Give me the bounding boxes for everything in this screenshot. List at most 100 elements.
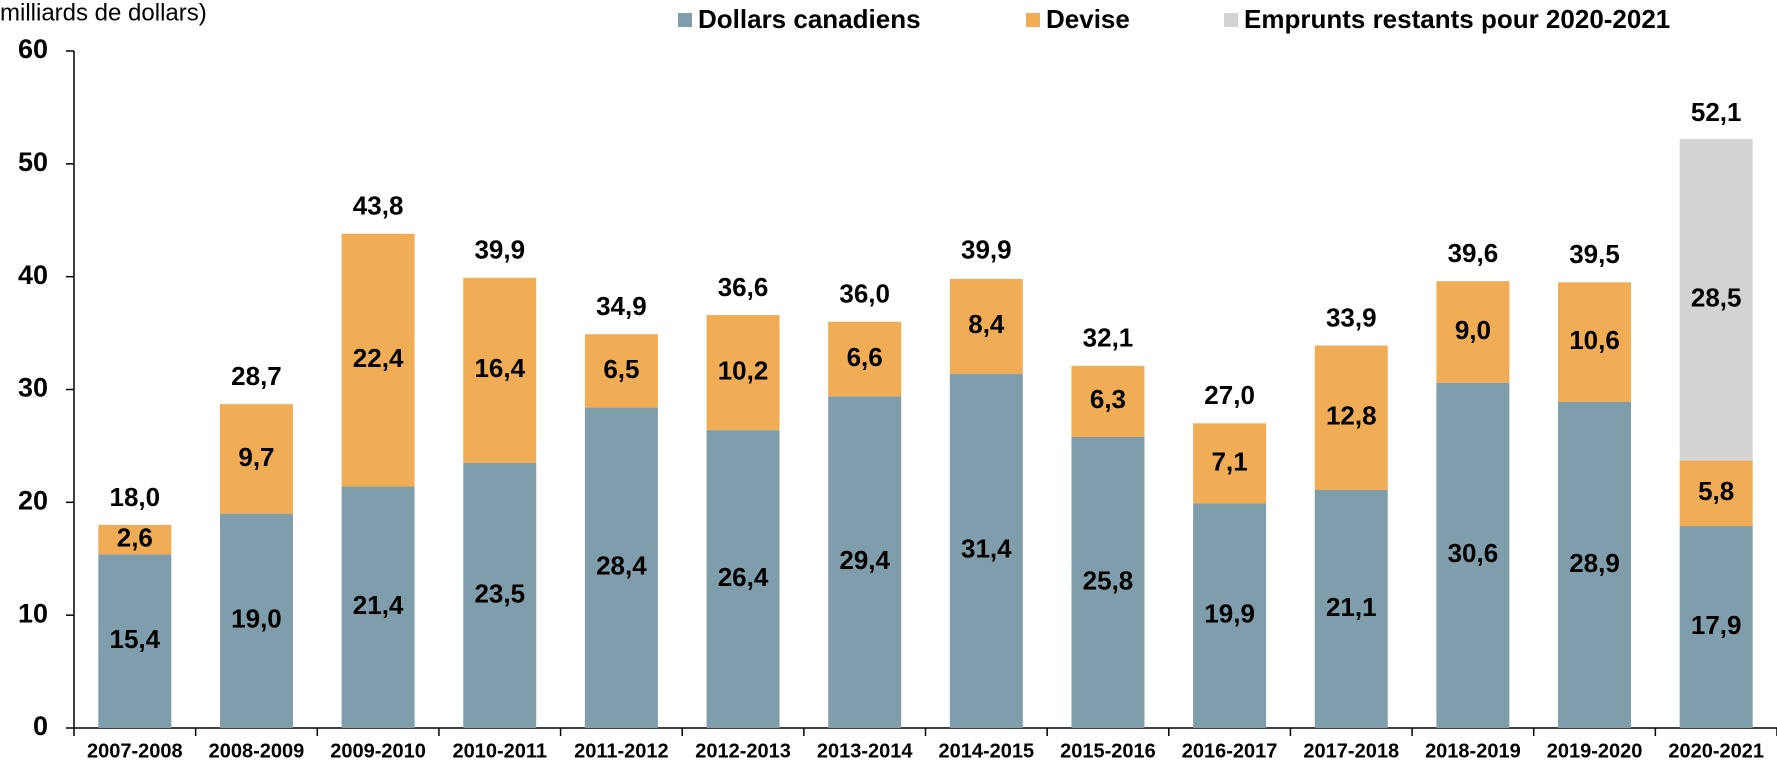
bar-segment bbox=[1679, 460, 1753, 527]
segment-label: 10,2 bbox=[718, 355, 769, 385]
total-label: 43,8 bbox=[353, 191, 404, 221]
segment-label: 30,6 bbox=[1448, 538, 1499, 568]
total-label: 27,0 bbox=[1204, 380, 1255, 410]
segment-label: 9,7 bbox=[238, 442, 274, 472]
segment-label: 22,4 bbox=[353, 343, 404, 373]
segment-label: 15,4 bbox=[110, 624, 161, 654]
legend-label: Dollars canadiens bbox=[698, 4, 921, 34]
bar-segment bbox=[828, 321, 902, 397]
x-tick-label: 2009-2010 bbox=[330, 740, 426, 762]
total-label: 39,9 bbox=[474, 235, 525, 265]
legend-swatch bbox=[1026, 13, 1040, 27]
bar-segment bbox=[341, 233, 415, 487]
bar-segment bbox=[949, 278, 1023, 374]
bar-segment bbox=[1436, 382, 1510, 728]
segment-label: 6,3 bbox=[1090, 384, 1126, 414]
bar-segment bbox=[584, 334, 658, 408]
segment-label: 21,4 bbox=[353, 590, 404, 620]
bar-segment bbox=[1436, 281, 1510, 383]
total-label: 39,5 bbox=[1569, 239, 1620, 269]
bar-segment bbox=[949, 373, 1023, 728]
bar-segment bbox=[1558, 401, 1632, 728]
total-label: 39,6 bbox=[1448, 238, 1499, 268]
segment-label: 17,9 bbox=[1691, 610, 1742, 640]
total-label: 34,9 bbox=[596, 291, 647, 321]
bar-segment bbox=[1193, 503, 1267, 728]
segment-label: 2,6 bbox=[117, 522, 153, 552]
total-label: 18,0 bbox=[110, 482, 161, 512]
segment-label: 31,4 bbox=[961, 534, 1012, 564]
legend-swatch bbox=[1224, 13, 1238, 27]
x-tick-label: 2008-2009 bbox=[209, 740, 305, 762]
legend-label: Devise bbox=[1046, 4, 1130, 34]
bar-segment bbox=[1558, 282, 1632, 402]
total-label: 32,1 bbox=[1083, 323, 1134, 353]
segment-label: 28,5 bbox=[1691, 283, 1742, 313]
x-tick-label: 2010-2011 bbox=[452, 740, 547, 762]
segment-label: 28,4 bbox=[596, 551, 647, 581]
x-tick-label: 2015-2016 bbox=[1060, 740, 1156, 762]
bar-segment bbox=[341, 486, 415, 728]
y-tick-label: 60 bbox=[18, 34, 48, 64]
bar-segment bbox=[1193, 423, 1267, 504]
bar-segment bbox=[706, 430, 780, 728]
y-axis-title: milliards de dollars) bbox=[0, 0, 207, 26]
segment-label: 16,4 bbox=[474, 353, 525, 383]
x-tick-label: 2020-2021 bbox=[1668, 740, 1764, 762]
segment-label: 6,5 bbox=[603, 354, 639, 384]
total-label: 36,6 bbox=[718, 272, 769, 302]
segment-label: 7,1 bbox=[1212, 446, 1248, 476]
total-label: 28,7 bbox=[231, 361, 282, 391]
bar-segment bbox=[219, 404, 293, 514]
segment-label: 28,9 bbox=[1569, 548, 1620, 578]
y-tick-label: 40 bbox=[18, 260, 48, 290]
bar-segment bbox=[584, 407, 658, 728]
x-tick-label: 2016-2017 bbox=[1182, 740, 1278, 762]
x-tick-label: 2013-2014 bbox=[817, 740, 914, 762]
segment-label: 19,0 bbox=[231, 604, 282, 634]
y-tick-label: 30 bbox=[18, 373, 48, 403]
x-tick-label: 2007-2008 bbox=[87, 740, 183, 762]
segment-label: 5,8 bbox=[1698, 476, 1734, 506]
bar-segment bbox=[1071, 436, 1145, 728]
y-tick-label: 10 bbox=[18, 598, 48, 628]
segment-label: 23,5 bbox=[474, 578, 525, 608]
bar-segment bbox=[98, 524, 172, 555]
total-label: 39,9 bbox=[961, 235, 1012, 265]
bar-segment bbox=[219, 513, 293, 728]
bar-segment bbox=[463, 462, 537, 728]
legend-label: Emprunts restants pour 2020-2021 bbox=[1244, 4, 1670, 34]
segment-label: 10,6 bbox=[1569, 325, 1620, 355]
total-label: 33,9 bbox=[1326, 302, 1377, 332]
y-tick-label: 20 bbox=[18, 485, 48, 515]
bar-segment bbox=[1314, 489, 1388, 728]
bar-segment bbox=[463, 277, 537, 463]
bar-segment bbox=[1679, 526, 1753, 728]
segment-label: 8,4 bbox=[968, 309, 1005, 339]
bar-segment bbox=[1071, 365, 1145, 437]
x-tick-label: 2017-2018 bbox=[1303, 740, 1399, 762]
segment-label: 26,4 bbox=[718, 562, 769, 592]
segment-label: 9,0 bbox=[1455, 315, 1491, 345]
segment-label: 12,8 bbox=[1326, 401, 1377, 431]
y-tick-label: 50 bbox=[18, 147, 48, 177]
x-tick-label: 2012-2013 bbox=[695, 740, 791, 762]
bar-segment bbox=[706, 315, 780, 431]
segment-label: 6,6 bbox=[847, 342, 883, 372]
legend-swatch bbox=[678, 13, 692, 27]
x-tick-label: 2019-2020 bbox=[1547, 740, 1643, 762]
segment-label: 19,9 bbox=[1204, 599, 1255, 629]
segment-label: 21,1 bbox=[1326, 592, 1377, 622]
x-tick-label: 2011-2012 bbox=[574, 740, 669, 762]
total-label: 36,0 bbox=[839, 279, 890, 309]
y-tick-label: 0 bbox=[33, 711, 48, 741]
x-tick-label: 2014-2015 bbox=[938, 740, 1034, 762]
bar-segment bbox=[1314, 345, 1388, 490]
segment-label: 25,8 bbox=[1083, 565, 1134, 595]
bar-segment bbox=[828, 396, 902, 728]
bar-segment bbox=[1679, 139, 1753, 461]
total-label: 52,1 bbox=[1691, 97, 1742, 127]
bar-segment bbox=[98, 554, 172, 728]
segment-label: 29,4 bbox=[839, 545, 890, 575]
